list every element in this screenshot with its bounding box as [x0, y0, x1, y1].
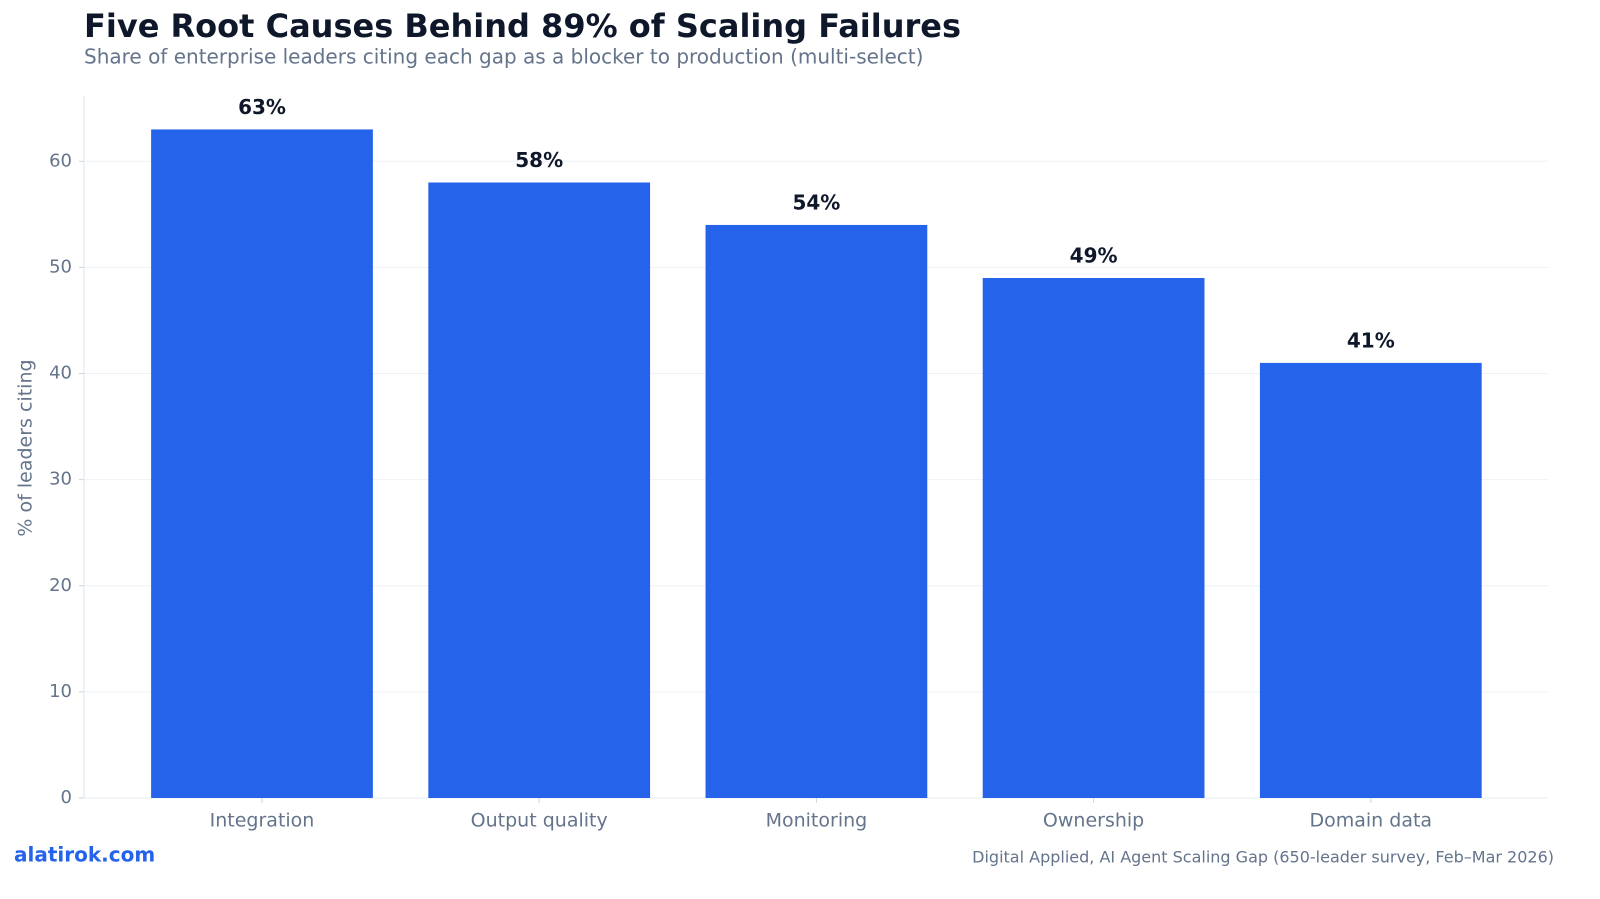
chart-title: Five Root Causes Behind 89% of Scaling F… — [84, 7, 961, 45]
bar — [1259, 362, 1482, 798]
bar — [982, 278, 1205, 798]
brand: alatirok.com — [14, 843, 155, 867]
x-tick-label: Monitoring — [766, 810, 868, 832]
bar — [705, 224, 928, 798]
chart-subtitle: Share of enterprise leaders citing each … — [84, 45, 923, 69]
bar — [428, 182, 651, 798]
y-tick-label: 10 — [49, 681, 72, 702]
bar — [151, 129, 373, 798]
source: Digital Applied, AI Agent Scaling Gap (6… — [972, 848, 1554, 867]
x-tick-label: Integration — [210, 810, 315, 832]
x-tick-label: Domain data — [1310, 810, 1433, 832]
y-tick-label: 40 — [49, 363, 72, 384]
data-label: 49% — [1070, 244, 1118, 268]
y-tick-label: 0 — [61, 787, 72, 808]
data-label: 54% — [792, 190, 840, 214]
data-label: 41% — [1347, 328, 1395, 352]
data-label: 63% — [238, 95, 286, 119]
y-tick-label: 30 — [49, 469, 72, 490]
x-tick-label: Ownership — [1043, 810, 1144, 832]
data-label: 58% — [515, 148, 563, 172]
x-tick-label: Output quality — [471, 810, 608, 832]
y-axis-label: % of leaders citing — [15, 359, 37, 536]
y-tick-label: 20 — [49, 575, 72, 596]
y-tick-label: 50 — [49, 256, 72, 277]
y-tick-label: 60 — [49, 150, 72, 171]
